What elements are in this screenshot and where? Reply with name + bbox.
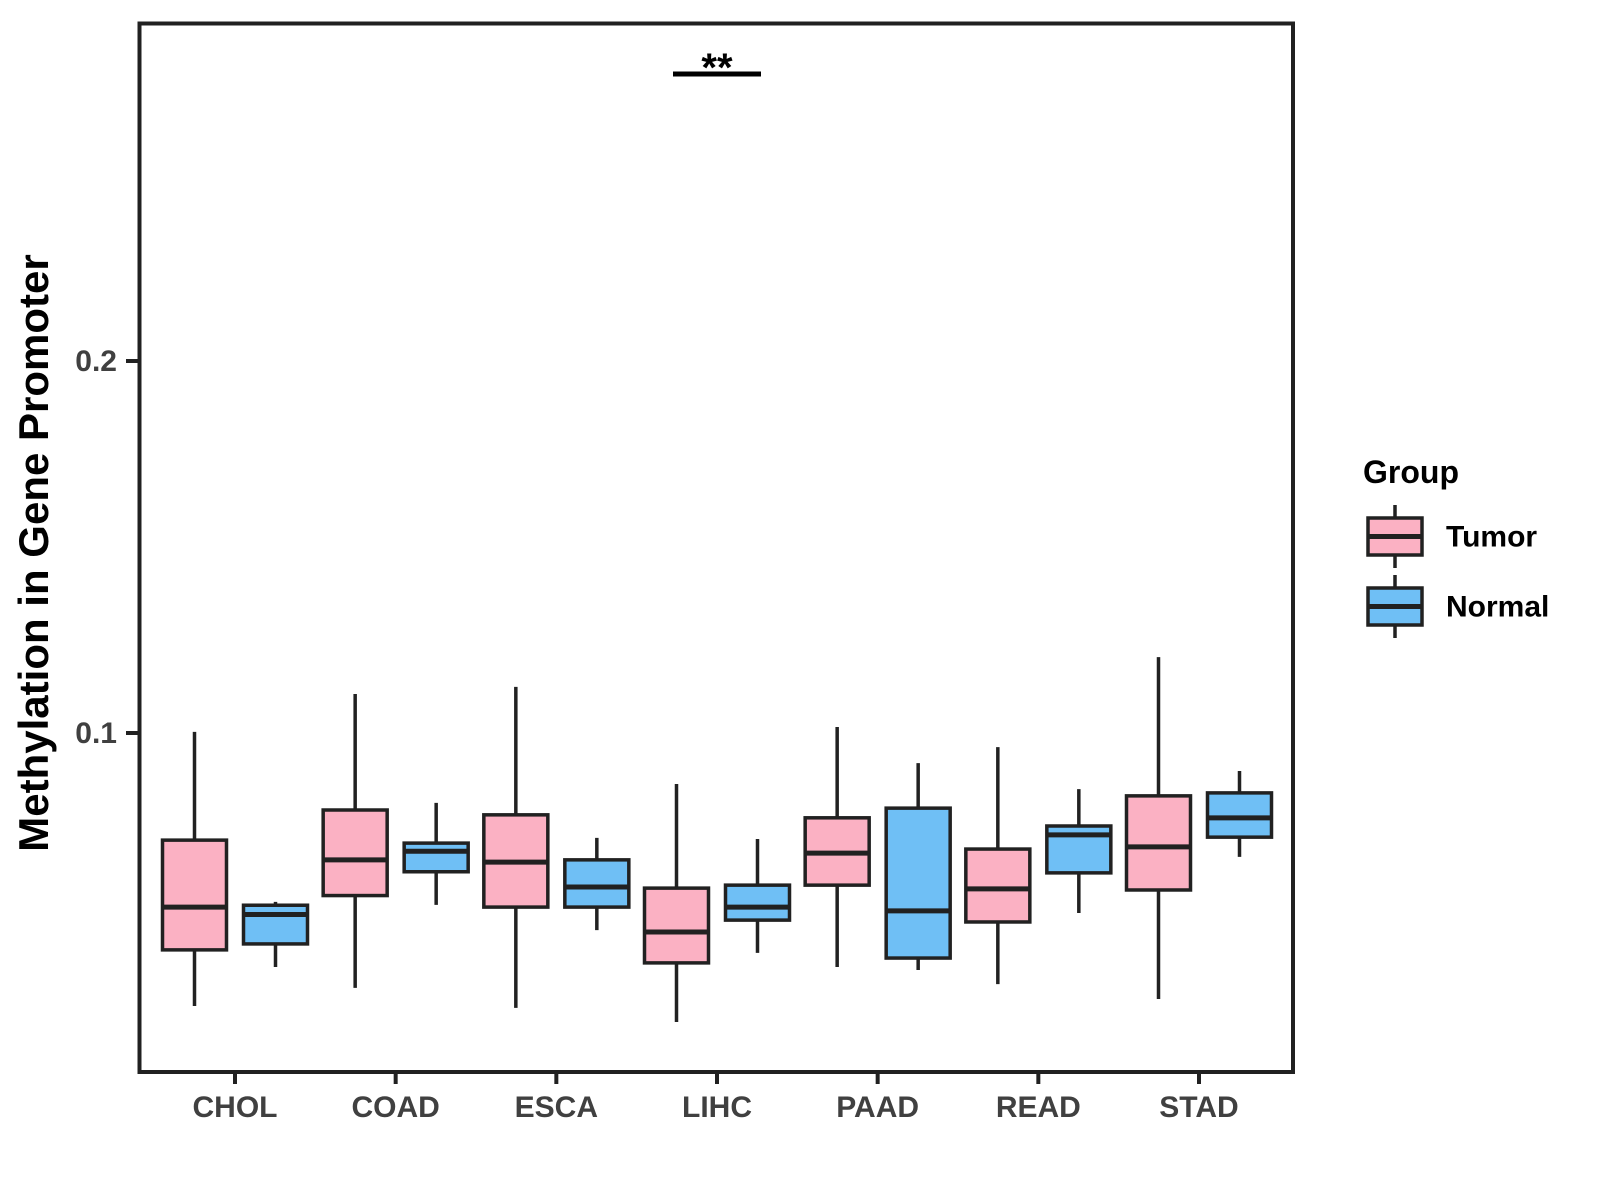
box-paad-normal <box>884 763 952 970</box>
legend-keys: Tumor Normal <box>1366 505 1549 638</box>
x-tick-label-read: READ <box>996 1091 1081 1124</box>
iqr-box <box>563 858 631 909</box>
iqr-box <box>1205 791 1274 839</box>
box-coad-normal <box>402 802 470 905</box>
legend-label-normal: Normal <box>1446 591 1549 624</box>
iqr-box <box>160 838 229 952</box>
iqr-box <box>642 886 711 965</box>
box-coad-tumor <box>321 693 389 988</box>
y-axis: 0.1 0.2 <box>75 345 140 750</box>
y-axis-title: Methylation in Gene Promoter <box>10 254 57 851</box>
iqr-box <box>402 841 470 874</box>
box-esca-normal <box>563 837 631 931</box>
box-read-tumor <box>964 747 1032 985</box>
iqr-box <box>321 808 389 898</box>
x-tick-label-esca: ESCA <box>515 1091 598 1124</box>
box-chol-normal <box>241 901 310 967</box>
x-tick-label-coad: COAD <box>351 1091 439 1124</box>
box-read-normal <box>1045 789 1113 914</box>
plot-panel <box>137 21 1295 1074</box>
significance-annotation: ** <box>673 46 762 90</box>
y-tick-label: 0.1 <box>75 717 117 750</box>
box-paad-tumor <box>803 727 871 967</box>
legend-label-tumor: Tumor <box>1446 521 1537 554</box>
x-axis: CHOL COAD ESCA LIHC PAAD READ STAD <box>193 1072 1239 1124</box>
iqr-box <box>723 883 792 922</box>
y-tick-label: 0.2 <box>75 345 117 378</box>
legend: Group Tumor Normal <box>1363 454 1549 638</box>
box-stad-normal <box>1205 770 1274 857</box>
iqr-box <box>884 806 952 960</box>
box-lihc-normal <box>723 839 792 953</box>
iqr-box <box>964 847 1032 924</box>
box-esca-tumor <box>482 686 550 1008</box>
legend-key-normal: Normal <box>1366 575 1549 638</box>
iqr-box <box>241 903 310 946</box>
iqr-box <box>1124 794 1193 892</box>
x-tick-label-stad: STAD <box>1159 1091 1238 1124</box>
box-lihc-tumor <box>642 783 711 1023</box>
boxplot-series <box>160 657 1274 1023</box>
box-chol-tumor <box>160 731 229 1007</box>
box-stad-tumor <box>1124 657 1193 999</box>
significance-stars: ** <box>701 46 733 90</box>
x-tick-label-chol: CHOL <box>193 1091 278 1124</box>
legend-title: Group <box>1363 454 1459 490</box>
x-tick-label-paad: PAAD <box>836 1091 919 1124</box>
x-tick-label-lihc: LIHC <box>682 1091 752 1124</box>
legend-key-tumor: Tumor <box>1366 505 1537 568</box>
